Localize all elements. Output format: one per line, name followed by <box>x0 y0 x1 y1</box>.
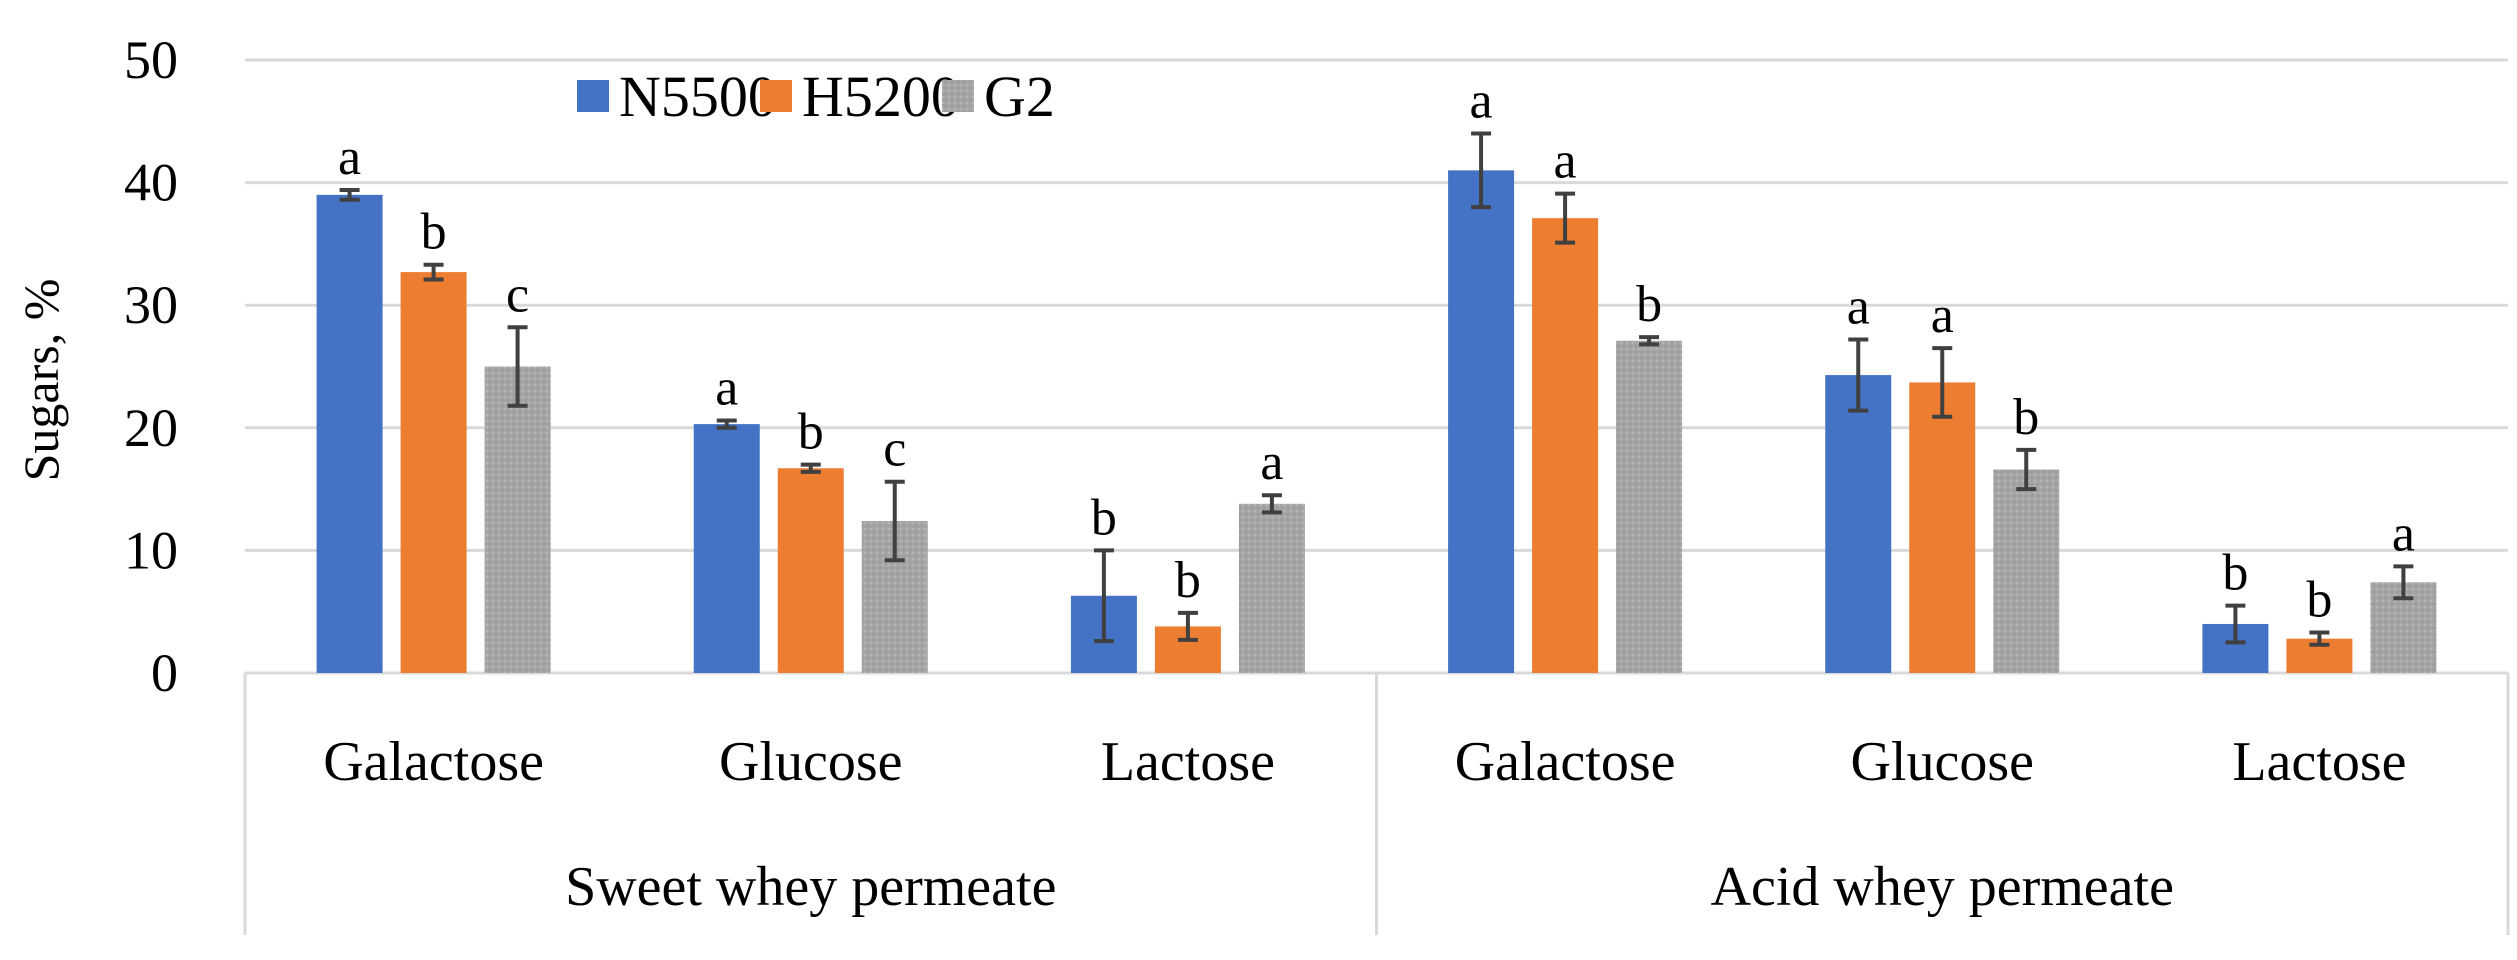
significance-letter: b <box>2222 545 2248 602</box>
error-bar <box>1177 610 1198 642</box>
error-bar <box>507 325 528 408</box>
category-label: Glucose <box>1850 731 2034 793</box>
category-axis-frame <box>243 673 2510 935</box>
significance-letter: a <box>1931 287 1954 344</box>
significance-letter: b <box>1175 552 1201 609</box>
gridlines <box>245 58 2508 675</box>
y-tick-label: 10 <box>124 520 178 580</box>
bar-h5200-glucose <box>1909 382 1976 673</box>
bar-h5200-galactose <box>400 272 467 673</box>
category-label: Galactose <box>1455 731 1676 793</box>
error-bar <box>1848 337 1869 413</box>
bar-g2-galactose <box>1616 340 1683 673</box>
error-bar <box>339 187 360 202</box>
legend-swatch-g2 <box>942 80 974 112</box>
error-bar <box>800 462 821 474</box>
bar-g2-lactose <box>1238 503 1305 673</box>
error-bar <box>1555 191 1576 245</box>
legend-swatch-h5200 <box>760 80 792 112</box>
error-bars <box>339 131 2414 647</box>
error-bar <box>1932 346 1953 419</box>
y-axis-title: Sugars, % <box>13 279 69 482</box>
significance-letter: a <box>1847 279 1870 336</box>
significance-letter: b <box>2013 389 2039 446</box>
error-bar <box>2309 630 2330 647</box>
bar-n5500-galactose <box>316 194 383 674</box>
category-label: Glucose <box>719 731 903 793</box>
significance-letter: b <box>798 404 824 461</box>
significance-letter: a <box>1470 73 1493 130</box>
y-tick-label: 20 <box>124 398 178 458</box>
legend-label: H5200 <box>802 64 960 129</box>
bar-h5200-galactose <box>1532 218 1599 674</box>
bar-h5200-glucose <box>777 468 844 673</box>
significance-letter: b <box>421 204 447 261</box>
y-tick-label: 30 <box>124 275 178 335</box>
legend-label: G2 <box>984 64 1055 129</box>
error-bar <box>2225 603 2246 645</box>
significance-letter: a <box>1260 434 1283 491</box>
legend-swatch-n5500 <box>577 80 609 112</box>
significance-letter: b <box>1636 276 1662 333</box>
bar-n5500-glucose <box>693 424 760 673</box>
y-tick-label: 0 <box>151 643 178 703</box>
significance-letter: a <box>2392 505 2415 562</box>
category-labels: Galactose Glucose Lactose Galactose Glucose L… <box>323 731 2406 793</box>
group-labels: Sweet whey permeate Acid whey permeate <box>565 856 2174 918</box>
error-bar <box>884 479 905 563</box>
legend: N5500 H5200 G2 <box>577 64 1055 129</box>
significance-letter: c <box>506 266 529 323</box>
significance-letter: b <box>1091 489 1117 546</box>
y-tick-labels: 0 10 20 30 40 50 <box>124 30 178 703</box>
y-tick-label: 40 <box>124 153 178 213</box>
significance-letter: c <box>883 421 906 478</box>
group-label: Sweet whey permeate <box>565 856 1056 918</box>
bars <box>316 170 2437 674</box>
legend-label: N5500 <box>619 64 777 129</box>
category-label: Galactose <box>323 731 544 793</box>
significance-labels: a b c a b c b b a a a b a a b b b a <box>338 73 2415 629</box>
error-bar <box>1261 493 1282 515</box>
bar-g2-glucose <box>1993 469 2060 673</box>
error-bar <box>1639 335 1660 347</box>
y-tick-label: 50 <box>124 30 178 90</box>
significance-letter: a <box>715 359 738 416</box>
category-label: Lactose <box>1101 731 1275 793</box>
bar-n5500-glucose <box>1825 375 1892 673</box>
group-label: Acid whey permeate <box>1711 856 2174 918</box>
bar-n5500-galactose <box>1448 170 1515 673</box>
error-bar <box>1093 548 1114 644</box>
bar-g2-galactose <box>484 366 551 673</box>
error-bar <box>2016 447 2037 492</box>
significance-letter: b <box>2306 572 2332 629</box>
error-bar <box>716 418 737 430</box>
significance-letter: a <box>338 129 361 186</box>
error-bar <box>2393 564 2414 601</box>
error-bar <box>423 262 444 282</box>
error-bar <box>1471 131 1492 210</box>
significance-letter: a <box>1554 133 1577 190</box>
category-label: Lactose <box>2232 731 2406 793</box>
